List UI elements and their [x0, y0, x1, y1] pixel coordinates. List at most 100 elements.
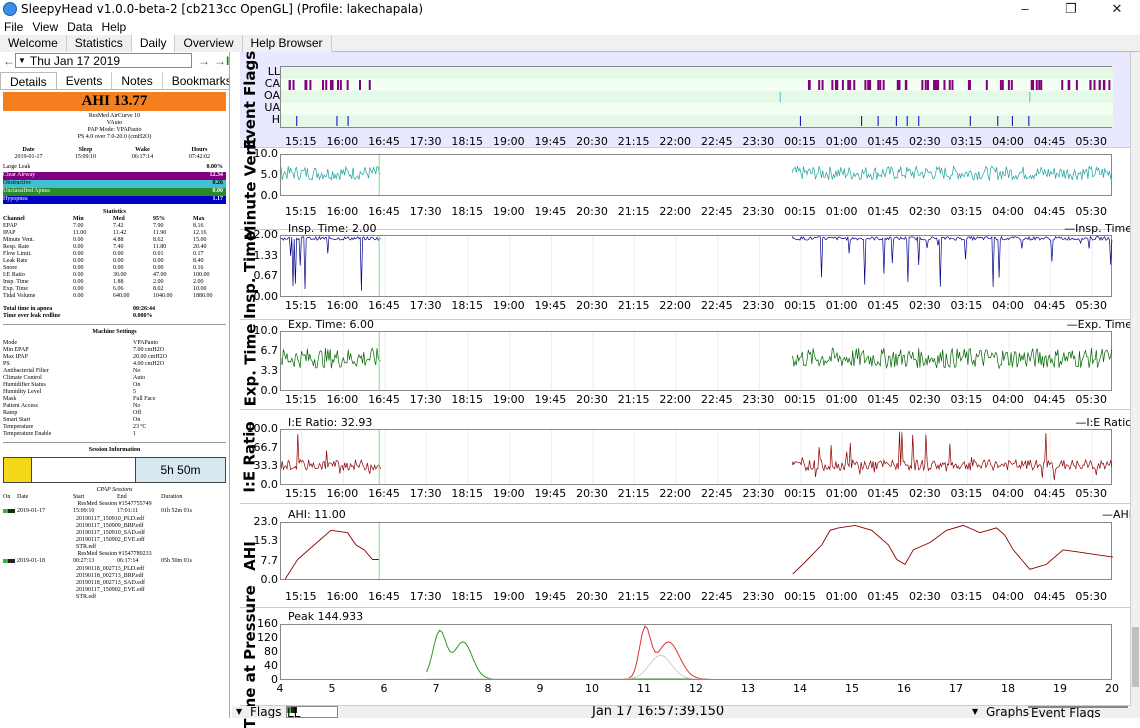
- session-row[interactable]: 2019-01-18 00:27:13 06:17:14 05h 50m 01s: [0, 558, 229, 566]
- tab-events[interactable]: Events: [57, 72, 113, 89]
- time-tick-label: 02:30: [908, 487, 941, 500]
- pap-mode: PAP Mode: VPAPauto: [87, 127, 142, 133]
- time-tick-label: 04:00: [992, 393, 1024, 406]
- ca-flag-mark: [1093, 80, 1096, 90]
- time-tick-label: 19:00: [492, 135, 525, 148]
- ca-flag-mark: [898, 80, 901, 90]
- minimize-button[interactable]: –: [1021, 1, 1029, 16]
- signal-line: [280, 431, 1113, 481]
- exp-time-graph[interactable]: Exp. Time Exp. Time: 6.00 —Exp. Time 10.0 6.…: [240, 318, 1132, 410]
- time-tick-label: 23:30: [742, 135, 775, 148]
- plot-area[interactable]: [280, 154, 1113, 196]
- tab-bookmarks[interactable]: Bookmarks: [163, 72, 229, 89]
- session-file: 20190117_150909_BRP.edf: [76, 523, 144, 529]
- event-row: Unclassified Apnea 0.00: [3, 188, 226, 196]
- event-row: Obstructive 0.26: [3, 180, 226, 188]
- event-flags-select[interactable]: Event Flags: [1028, 706, 1128, 718]
- graphs-dropdown[interactable]: Graphs: [986, 706, 1030, 718]
- ca-flag-mark: [882, 80, 885, 90]
- time-at-pressure-graph[interactable]: Time at Pressure Peak 144.933 160 120 80 40 0 4…: [240, 585, 1132, 728]
- next-day-arrow-icon[interactable]: →: [198, 53, 210, 68]
- graph-scrollbar[interactable]: [1130, 52, 1140, 706]
- time-tick-label: 16:00: [326, 299, 359, 312]
- time-tick-label: 04:45: [1033, 135, 1066, 148]
- event-flags-select-value: Event Flags: [1031, 706, 1101, 718]
- time-tick-label: 21:15: [617, 205, 650, 218]
- time-tick-label: 04:00: [992, 205, 1024, 218]
- close-button[interactable]: ✕: [1111, 1, 1123, 16]
- plot-area[interactable]: [280, 331, 1113, 392]
- prev-day-arrow-icon[interactable]: ←: [3, 53, 15, 68]
- time-tick-label: 19:45: [534, 135, 567, 148]
- bottom-toolbar: ▼ Flags LL Jan 17 16:57:39.150 ▼ Graphs …: [232, 706, 1140, 718]
- session-block[interactable]: [4, 458, 32, 482]
- ca-flag-mark: [864, 80, 867, 90]
- flags-plot[interactable]: [280, 66, 1113, 128]
- scrollbar-thumb[interactable]: [1132, 627, 1139, 687]
- session-file: 20190118_002713_PLD.edf: [76, 566, 145, 572]
- restore-button[interactable]: ❐: [1065, 1, 1077, 16]
- graph-legend: —I:E Ratio: [1075, 416, 1132, 429]
- value-readout: I:E Ratio: 32.93: [288, 416, 373, 429]
- minute-vent-graph[interactable]: Minute Vent 10.0 5.0 0.0 15:15 16:00 16:45 17:3…: [240, 137, 1132, 240]
- flag-select[interactable]: LL: [286, 706, 338, 718]
- tab-overview[interactable]: Overview: [175, 35, 243, 52]
- time-tick-label: 01:00: [825, 205, 858, 218]
- tab-notes[interactable]: Notes: [112, 72, 163, 89]
- time-tick-label: 03:15: [950, 135, 983, 148]
- y-tick-label: 3.3: [260, 364, 279, 377]
- time-tick-label: 23:30: [742, 590, 775, 603]
- time-tick-label: 23:30: [742, 393, 775, 406]
- tab-help-browser[interactable]: Help Browser: [242, 35, 332, 52]
- menu-bar: File View Data Help: [0, 18, 1140, 35]
- flag-row: [281, 91, 1113, 103]
- time-tick-label: 00:15: [784, 205, 816, 218]
- event-index-list: Large Leak 0.00% Clear Airway 12.34 Obstruct…: [0, 164, 229, 204]
- plot-area[interactable]: [280, 624, 1112, 680]
- menu-file[interactable]: File: [4, 19, 24, 34]
- tab-details[interactable]: Details: [0, 72, 57, 89]
- y-tick-label: 0: [271, 673, 278, 686]
- time-tick-label: 20:30: [576, 205, 608, 218]
- ahi-graph[interactable]: AHI AHI: 11.00 —AHI 23.0 15.3 7.7 0.0 15:15 16:0…: [240, 504, 1132, 608]
- session-bar[interactable]: 5h 50m: [3, 457, 226, 483]
- date-picker[interactable]: ▼ Thu Jan 17 2019: [15, 53, 192, 68]
- time-tick-label: 15:15: [284, 393, 317, 406]
- setting-row: Antibacterial Filter No: [3, 368, 141, 374]
- ca-flag-mark: [325, 80, 328, 90]
- time-tick-label: 22:45: [700, 487, 733, 500]
- tab-welcome[interactable]: Welcome: [0, 35, 67, 52]
- insp-time-graph[interactable]: Insp. Time Insp. Time: 2.00 —Insp. Time 2.0…: [240, 222, 1132, 320]
- plot-area[interactable]: [280, 429, 1113, 486]
- event-name: Hypopnea: [3, 196, 28, 202]
- ie-ratio-graph[interactable]: I:E Ratio I:E Ratio: 32.93 —I:E Ratio 100.0…: [240, 410, 1132, 504]
- time-axis: 15:15 16:00 16:45 17:30 18:15 19:00 19:45 20:30…: [280, 393, 1112, 406]
- y-tick-label: 7.7: [260, 553, 279, 567]
- menu-help[interactable]: Help: [101, 19, 127, 34]
- menu-data[interactable]: Data: [67, 19, 93, 34]
- session-toggle[interactable]: [3, 558, 17, 566]
- plot-area[interactable]: [280, 522, 1114, 581]
- ca-flag-mark: [935, 80, 938, 90]
- time-tick-label: 00:15: [784, 590, 816, 603]
- session-row[interactable]: 2019-01-17 15:09:10 17:01:11 01h 52m 01s: [0, 508, 229, 516]
- toggle-switch-icon: [3, 559, 15, 563]
- tab-statistics[interactable]: Statistics: [66, 35, 132, 52]
- pressure-tick-label: 20: [1105, 682, 1119, 695]
- session-file: 20190117_150902_EVE.edf: [76, 537, 145, 543]
- event-flags-graph[interactable]: Event Flags LL CA OA UA H 15:15 16:00 16:45 17:30…: [240, 50, 1132, 149]
- apnea-row: Time over leak redline 0.000%: [3, 313, 153, 319]
- plot-area[interactable]: [280, 235, 1113, 298]
- pressure-tick-label: 12: [689, 682, 703, 695]
- flags-dropdown[interactable]: Flags: [250, 706, 282, 718]
- statistics-title: Statistics: [103, 209, 126, 215]
- session-toggle[interactable]: [3, 508, 17, 516]
- time-tick-label: 03:15: [950, 487, 983, 500]
- session-file: STR.edf: [76, 544, 97, 550]
- tab-daily[interactable]: Daily: [131, 35, 176, 52]
- ca-flag-mark: [336, 80, 339, 90]
- ca-flag-mark: [304, 80, 307, 90]
- graph-area: Event Flags LL CA OA UA H 15:15 16:00 16:45 17:30…: [232, 50, 1140, 728]
- last-day-icon[interactable]: →I: [214, 53, 230, 68]
- menu-view[interactable]: View: [32, 19, 59, 34]
